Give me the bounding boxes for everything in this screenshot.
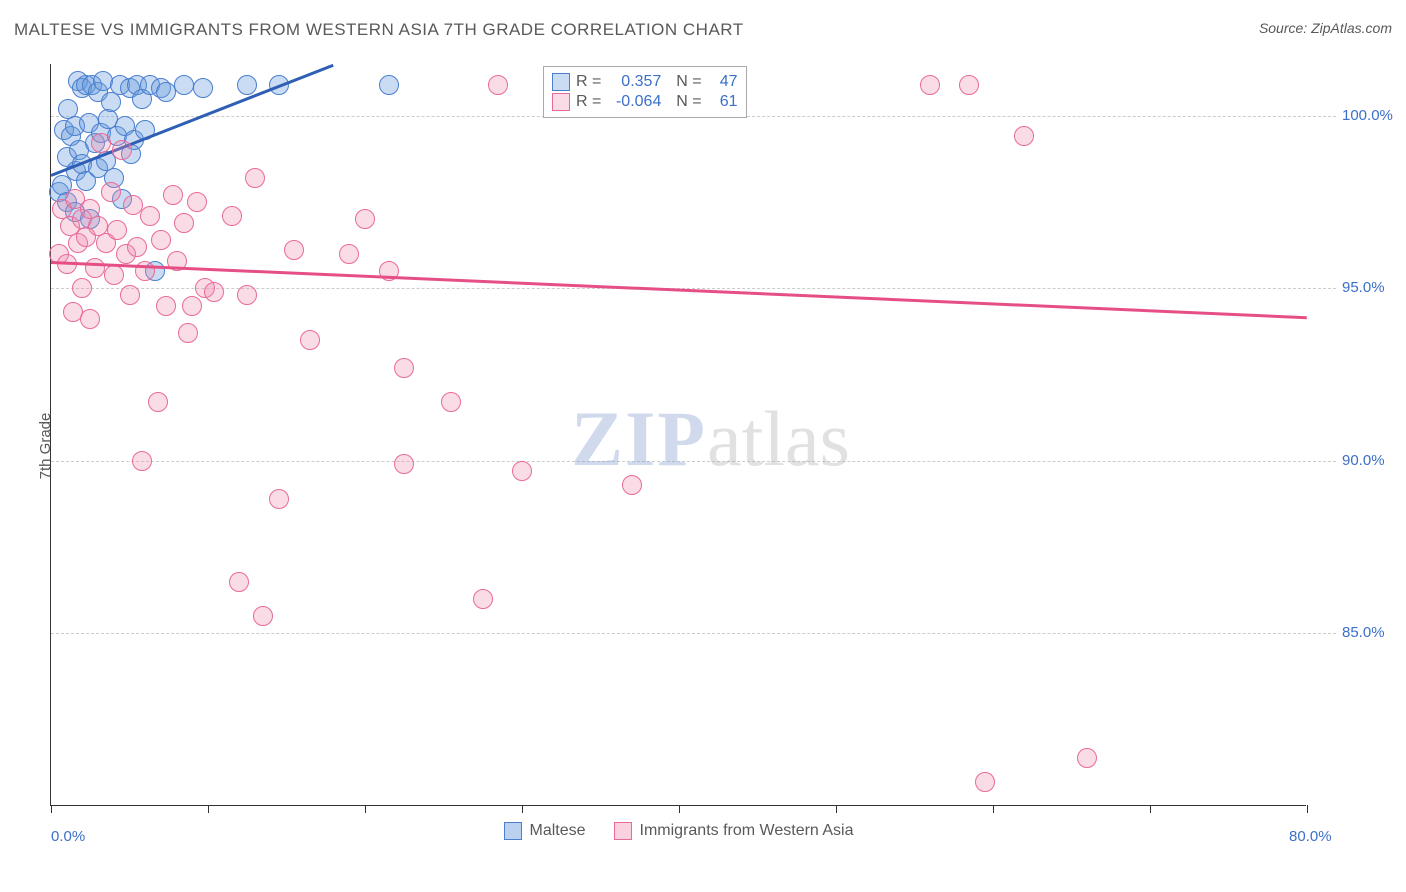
legend-item: Maltese <box>503 822 585 840</box>
data-point <box>104 265 124 285</box>
x-tick <box>1150 805 1151 813</box>
data-point <box>300 330 320 350</box>
data-point <box>193 78 213 98</box>
stats-n-label: N = <box>667 73 701 91</box>
data-point <box>1077 748 1097 768</box>
legend-label: Immigrants from Western Asia <box>640 822 854 840</box>
stats-legend-box: R = 0.357 N = 47 R = -0.064 N = 61 <box>543 66 747 118</box>
x-tick <box>1307 805 1308 813</box>
data-point <box>91 133 111 153</box>
chart-title: MALTESE VS IMMIGRANTS FROM WESTERN ASIA … <box>14 20 744 40</box>
data-point <box>127 237 147 257</box>
data-point <box>253 606 273 626</box>
data-point <box>85 258 105 278</box>
data-point <box>187 192 207 212</box>
plot-area: 85.0%90.0%95.0%100.0%0.0%80.0%ZIPatlasR … <box>50 64 1306 806</box>
data-point <box>178 323 198 343</box>
stats-r-value: -0.064 <box>607 93 661 111</box>
data-point <box>151 230 171 250</box>
data-point <box>379 75 399 95</box>
watermark: ZIPatlas <box>571 394 850 484</box>
data-point <box>1014 126 1034 146</box>
x-tick-label: 80.0% <box>1289 828 1332 845</box>
data-point <box>920 75 940 95</box>
data-point <box>107 220 127 240</box>
data-point <box>120 285 140 305</box>
data-point <box>237 75 257 95</box>
data-point <box>237 285 257 305</box>
data-point <box>229 572 249 592</box>
x-tick <box>993 805 994 813</box>
gridline-horizontal <box>51 461 1336 462</box>
x-tick <box>208 805 209 813</box>
data-point <box>284 240 304 260</box>
y-tick-label: 90.0% <box>1342 452 1406 469</box>
data-point <box>394 358 414 378</box>
x-tick <box>51 805 52 813</box>
y-tick-label: 100.0% <box>1342 107 1406 124</box>
gridline-horizontal <box>51 633 1336 634</box>
data-point <box>975 772 995 792</box>
legend-label: Maltese <box>529 822 585 840</box>
data-point <box>245 168 265 188</box>
data-point <box>394 454 414 474</box>
data-point <box>101 92 121 112</box>
data-point <box>473 589 493 609</box>
stats-r-value: 0.357 <box>607 73 661 91</box>
data-point <box>112 140 132 160</box>
data-point <box>174 75 194 95</box>
legend-swatch <box>552 93 570 111</box>
data-point <box>182 296 202 316</box>
stats-r-label: R = <box>576 73 601 91</box>
legend-item: Immigrants from Western Asia <box>614 822 854 840</box>
data-point <box>174 213 194 233</box>
stats-n-value: 61 <box>708 93 738 111</box>
x-tick <box>522 805 523 813</box>
x-tick <box>836 805 837 813</box>
data-point <box>204 282 224 302</box>
data-point <box>222 206 242 226</box>
y-tick-label: 95.0% <box>1342 279 1406 296</box>
legend-swatch <box>552 73 570 91</box>
legend-swatch <box>503 822 521 840</box>
x-tick <box>679 805 680 813</box>
bottom-legend: Maltese Immigrants from Western Asia <box>503 822 853 840</box>
x-tick-label: 0.0% <box>51 828 85 845</box>
source-label: Source: ZipAtlas.com <box>1259 20 1392 36</box>
data-point <box>101 182 121 202</box>
data-point <box>339 244 359 264</box>
stats-n-value: 47 <box>708 73 738 91</box>
data-point <box>512 461 532 481</box>
stats-row: R = 0.357 N = 47 <box>552 73 738 91</box>
legend-swatch <box>614 822 632 840</box>
data-point <box>80 309 100 329</box>
data-point <box>622 475 642 495</box>
stats-row: R = -0.064 N = 61 <box>552 93 738 111</box>
data-point <box>156 296 176 316</box>
data-point <box>140 206 160 226</box>
data-point <box>959 75 979 95</box>
stats-r-label: R = <box>576 93 601 111</box>
data-point <box>132 451 152 471</box>
y-tick-label: 85.0% <box>1342 624 1406 641</box>
stats-n-label: N = <box>667 93 701 111</box>
data-point <box>163 185 183 205</box>
data-point <box>156 82 176 102</box>
data-point <box>269 489 289 509</box>
data-point <box>441 392 461 412</box>
data-point <box>355 209 375 229</box>
data-point <box>148 392 168 412</box>
data-point <box>488 75 508 95</box>
data-point <box>72 278 92 298</box>
x-tick <box>365 805 366 813</box>
